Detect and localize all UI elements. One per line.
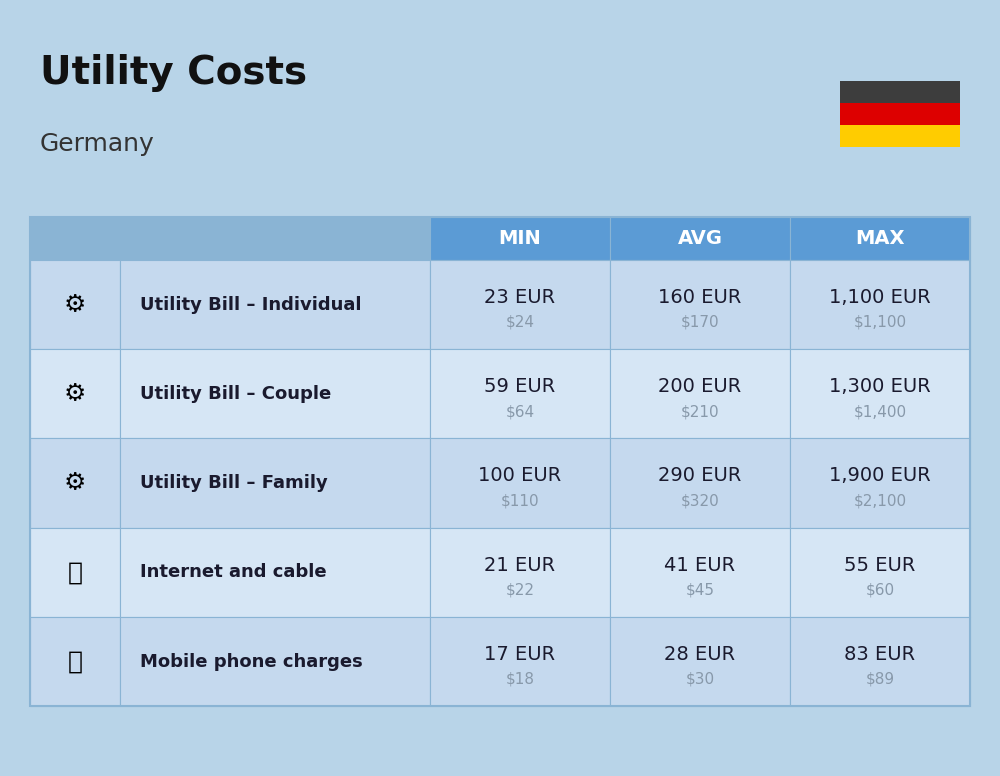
Text: 100 EUR: 100 EUR <box>478 466 562 486</box>
Text: 📶: 📶 <box>68 560 82 584</box>
FancyBboxPatch shape <box>430 260 610 349</box>
Text: $1,100: $1,100 <box>853 315 907 330</box>
Text: 17 EUR: 17 EUR <box>484 645 556 664</box>
Text: MIN: MIN <box>499 229 541 248</box>
Text: 23 EUR: 23 EUR <box>484 288 556 307</box>
Text: $1,400: $1,400 <box>853 404 907 419</box>
FancyBboxPatch shape <box>30 528 120 617</box>
Text: 1,900 EUR: 1,900 EUR <box>829 466 931 486</box>
FancyBboxPatch shape <box>120 349 430 438</box>
Text: $30: $30 <box>685 672 715 687</box>
FancyBboxPatch shape <box>790 349 970 438</box>
FancyBboxPatch shape <box>790 617 970 706</box>
FancyBboxPatch shape <box>430 438 610 528</box>
FancyBboxPatch shape <box>610 260 790 349</box>
Text: $89: $89 <box>865 672 895 687</box>
FancyBboxPatch shape <box>30 438 120 528</box>
FancyBboxPatch shape <box>790 528 970 617</box>
Text: ⚙: ⚙ <box>64 471 86 495</box>
FancyBboxPatch shape <box>790 438 970 528</box>
Text: $210: $210 <box>681 404 719 419</box>
FancyBboxPatch shape <box>610 617 790 706</box>
Text: Mobile phone charges: Mobile phone charges <box>140 653 363 670</box>
Text: AVG: AVG <box>678 229 722 248</box>
FancyBboxPatch shape <box>610 528 790 617</box>
Text: 200 EUR: 200 EUR <box>658 377 742 397</box>
Text: 21 EUR: 21 EUR <box>484 556 556 575</box>
Text: 290 EUR: 290 EUR <box>658 466 742 486</box>
Text: Utility Bill – Couple: Utility Bill – Couple <box>140 385 331 403</box>
FancyBboxPatch shape <box>430 528 610 617</box>
Text: ⚙: ⚙ <box>64 293 86 317</box>
FancyBboxPatch shape <box>30 217 120 260</box>
Text: 59 EUR: 59 EUR <box>484 377 556 397</box>
FancyBboxPatch shape <box>120 260 430 349</box>
Text: 1,100 EUR: 1,100 EUR <box>829 288 931 307</box>
Text: 1,300 EUR: 1,300 EUR <box>829 377 931 397</box>
Text: $64: $64 <box>505 404 535 419</box>
FancyBboxPatch shape <box>790 260 970 349</box>
Text: ⚙: ⚙ <box>64 382 86 406</box>
Text: Utility Bill – Family: Utility Bill – Family <box>140 474 328 492</box>
FancyBboxPatch shape <box>430 217 610 260</box>
Text: $320: $320 <box>681 494 719 508</box>
Text: $170: $170 <box>681 315 719 330</box>
Text: 📱: 📱 <box>68 650 82 674</box>
FancyBboxPatch shape <box>430 617 610 706</box>
Text: $24: $24 <box>506 315 534 330</box>
FancyBboxPatch shape <box>790 217 970 260</box>
Text: 28 EUR: 28 EUR <box>664 645 736 664</box>
Text: 41 EUR: 41 EUR <box>664 556 736 575</box>
Text: $2,100: $2,100 <box>853 494 907 508</box>
Text: $110: $110 <box>501 494 539 508</box>
Text: 160 EUR: 160 EUR <box>658 288 742 307</box>
FancyBboxPatch shape <box>840 81 960 103</box>
FancyBboxPatch shape <box>840 126 960 147</box>
FancyBboxPatch shape <box>120 528 430 617</box>
FancyBboxPatch shape <box>30 349 120 438</box>
Text: Utility Bill – Individual: Utility Bill – Individual <box>140 296 362 314</box>
FancyBboxPatch shape <box>120 617 430 706</box>
Text: Utility Costs: Utility Costs <box>40 54 307 92</box>
Text: Internet and cable: Internet and cable <box>140 563 327 581</box>
Text: 83 EUR: 83 EUR <box>844 645 916 664</box>
Text: $22: $22 <box>506 583 534 598</box>
Text: MAX: MAX <box>855 229 905 248</box>
FancyBboxPatch shape <box>610 217 790 260</box>
FancyBboxPatch shape <box>120 217 430 260</box>
FancyBboxPatch shape <box>430 349 610 438</box>
FancyBboxPatch shape <box>840 103 960 126</box>
Text: $45: $45 <box>686 583 714 598</box>
Text: 55 EUR: 55 EUR <box>844 556 916 575</box>
Text: $18: $18 <box>506 672 534 687</box>
FancyBboxPatch shape <box>610 438 790 528</box>
Text: $60: $60 <box>865 583 895 598</box>
FancyBboxPatch shape <box>30 617 120 706</box>
FancyBboxPatch shape <box>610 349 790 438</box>
FancyBboxPatch shape <box>30 260 120 349</box>
Text: Germany: Germany <box>40 132 155 156</box>
FancyBboxPatch shape <box>120 438 430 528</box>
